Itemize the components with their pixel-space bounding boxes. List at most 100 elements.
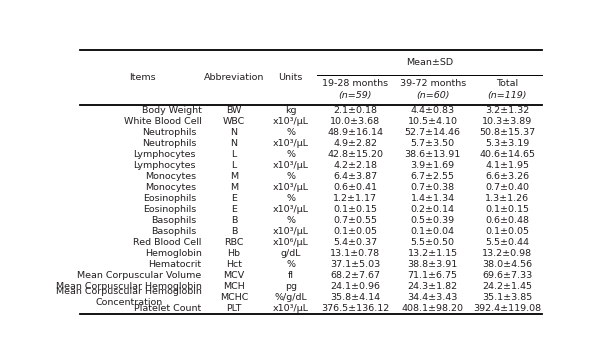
Text: 408.1±98.20: 408.1±98.20 <box>402 304 463 313</box>
Text: 38.8±3.91: 38.8±3.91 <box>408 260 458 269</box>
Text: WBC: WBC <box>223 117 245 126</box>
Text: 1.2±1.17: 1.2±1.17 <box>333 194 378 203</box>
Text: 34.4±3.43: 34.4±3.43 <box>408 293 458 302</box>
Text: Total: Total <box>496 79 518 88</box>
Text: E: E <box>231 205 237 214</box>
Text: N: N <box>231 128 238 137</box>
Text: 3.9±1.69: 3.9±1.69 <box>411 161 455 170</box>
Text: 6.7±2.55: 6.7±2.55 <box>411 172 455 181</box>
Text: 13.2±1.15: 13.2±1.15 <box>408 249 458 258</box>
Text: E: E <box>231 194 237 203</box>
Text: %: % <box>286 216 295 225</box>
Text: 24.1±0.96: 24.1±0.96 <box>330 282 381 291</box>
Text: Mean±SD: Mean±SD <box>406 58 453 67</box>
Text: 4.4±0.83: 4.4±0.83 <box>411 106 455 115</box>
Text: B: B <box>231 216 237 225</box>
Text: 50.8±15.37: 50.8±15.37 <box>479 128 535 137</box>
Text: Hemoglobin: Hemoglobin <box>145 249 201 258</box>
Text: Hb: Hb <box>227 249 241 258</box>
Text: Monocytes: Monocytes <box>145 172 196 181</box>
Text: Hct: Hct <box>226 260 242 269</box>
Text: 48.9±16.14: 48.9±16.14 <box>327 128 384 137</box>
Text: Platelet Count: Platelet Count <box>134 304 201 313</box>
Text: 5.7±3.50: 5.7±3.50 <box>411 139 455 148</box>
Text: 0.2±0.14: 0.2±0.14 <box>411 205 455 214</box>
Text: 1.4±1.34: 1.4±1.34 <box>411 194 455 203</box>
Text: kg: kg <box>285 106 296 115</box>
Text: BW: BW <box>226 106 242 115</box>
Text: 2.1±0.18: 2.1±0.18 <box>333 106 378 115</box>
Text: 10.3±3.89: 10.3±3.89 <box>482 117 532 126</box>
Text: Units: Units <box>278 73 303 82</box>
Text: x10³/μL: x10³/μL <box>273 205 309 214</box>
Text: %: % <box>286 150 295 159</box>
Text: x10³/μL: x10³/μL <box>273 304 309 313</box>
Text: Items: Items <box>129 73 155 82</box>
Text: MCV: MCV <box>223 271 245 280</box>
Text: 0.1±0.15: 0.1±0.15 <box>333 205 378 214</box>
Text: 42.8±15.20: 42.8±15.20 <box>327 150 384 159</box>
Text: 3.2±1.32: 3.2±1.32 <box>485 106 529 115</box>
Text: 38.0±4.56: 38.0±4.56 <box>482 260 532 269</box>
Text: 19-28 months: 19-28 months <box>322 79 388 88</box>
Text: %: % <box>286 128 295 137</box>
Text: Hematocrit: Hematocrit <box>149 260 201 269</box>
Text: 0.7±0.55: 0.7±0.55 <box>333 216 378 225</box>
Text: 392.4±119.08: 392.4±119.08 <box>473 304 541 313</box>
Text: x10³/μL: x10³/μL <box>273 117 309 126</box>
Text: 6.4±3.87: 6.4±3.87 <box>333 172 378 181</box>
Text: PLT: PLT <box>226 304 242 313</box>
Text: Mean Corpuscular Volume: Mean Corpuscular Volume <box>77 271 201 280</box>
Text: Eosinophils: Eosinophils <box>143 205 196 214</box>
Text: 68.2±7.67: 68.2±7.67 <box>330 271 381 280</box>
Text: 4.9±2.82: 4.9±2.82 <box>333 139 378 148</box>
Text: MCHC: MCHC <box>220 293 248 302</box>
Text: fl: fl <box>288 271 293 280</box>
Text: Monocytes: Monocytes <box>145 183 196 192</box>
Text: M: M <box>230 172 238 181</box>
Text: 0.1±0.04: 0.1±0.04 <box>411 227 455 236</box>
Text: 6.6±3.26: 6.6±3.26 <box>485 172 529 181</box>
Text: Lymphocytes: Lymphocytes <box>134 150 196 159</box>
Text: 0.1±0.05: 0.1±0.05 <box>333 227 378 236</box>
Text: x10⁶/μL: x10⁶/μL <box>273 238 309 247</box>
Text: MCH: MCH <box>223 282 245 291</box>
Text: L: L <box>232 161 237 170</box>
Text: 5.4±0.37: 5.4±0.37 <box>333 238 378 247</box>
Text: Neutrophils: Neutrophils <box>142 128 196 137</box>
Text: %/g/dL: %/g/dL <box>274 293 307 302</box>
Text: 10.0±3.68: 10.0±3.68 <box>330 117 381 126</box>
Text: (n=59): (n=59) <box>339 91 372 100</box>
Text: Mean Corpuscular Hemoglobin
Concentration: Mean Corpuscular Hemoglobin Concentratio… <box>56 287 201 307</box>
Text: 10.5±4.10: 10.5±4.10 <box>408 117 458 126</box>
Text: 13.2±0.98: 13.2±0.98 <box>482 249 532 258</box>
Text: Red Blood Cell: Red Blood Cell <box>133 238 201 247</box>
Text: 24.3±1.82: 24.3±1.82 <box>408 282 458 291</box>
Text: 0.5±0.39: 0.5±0.39 <box>411 216 455 225</box>
Text: %: % <box>286 172 295 181</box>
Text: L: L <box>232 150 237 159</box>
Text: 37.1±5.03: 37.1±5.03 <box>330 260 381 269</box>
Text: 376.5±136.12: 376.5±136.12 <box>321 304 390 313</box>
Text: 0.6±0.48: 0.6±0.48 <box>485 216 529 225</box>
Text: Eosinophils: Eosinophils <box>143 194 196 203</box>
Text: 0.7±0.38: 0.7±0.38 <box>411 183 455 192</box>
Text: Basophils: Basophils <box>151 227 196 236</box>
Text: 52.7±14.46: 52.7±14.46 <box>405 128 460 137</box>
Text: 40.6±14.65: 40.6±14.65 <box>479 150 535 159</box>
Text: 4.2±2.18: 4.2±2.18 <box>333 161 378 170</box>
Text: 5.5±0.44: 5.5±0.44 <box>485 238 529 247</box>
Text: Abbreviation: Abbreviation <box>204 73 264 82</box>
Text: Mean Corpuscular Hemoglobin: Mean Corpuscular Hemoglobin <box>56 282 201 291</box>
Text: 0.1±0.15: 0.1±0.15 <box>485 205 529 214</box>
Text: 0.1±0.05: 0.1±0.05 <box>485 227 529 236</box>
Text: White Blood Cell: White Blood Cell <box>124 117 201 126</box>
Text: M: M <box>230 183 238 192</box>
Text: x10³/μL: x10³/μL <box>273 139 309 148</box>
Text: 38.6±13.91: 38.6±13.91 <box>405 150 461 159</box>
Text: Body Weight: Body Weight <box>142 106 201 115</box>
Text: 71.1±6.75: 71.1±6.75 <box>408 271 458 280</box>
Text: B: B <box>231 227 237 236</box>
Text: %: % <box>286 194 295 203</box>
Text: N: N <box>231 139 238 148</box>
